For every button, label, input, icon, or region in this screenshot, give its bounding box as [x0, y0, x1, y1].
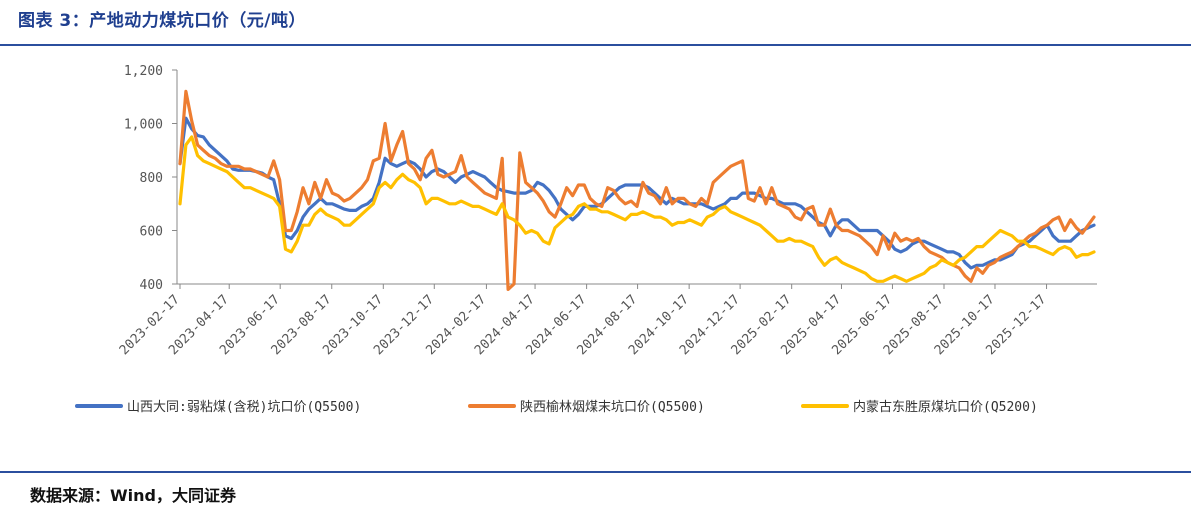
x-axis-ticks: 2023-02-172023-04-172023-06-172023-08-17…: [117, 284, 1049, 358]
line-chart: 400 600 800 1,000 1,200 2023-02-172023-04-17…: [75, 64, 1097, 415]
figure-title: 图表 3：产地动力煤坑口价（元/吨）: [18, 11, 306, 31]
legend: 山西大同:弱粘煤(含税)坑口价(Q5500) 陕西榆林烟煤末坑口价(Q5500) 内…: [75, 399, 1038, 415]
axes-group: [176, 70, 1097, 285]
y-tick-label: 400: [140, 278, 163, 293]
legend-label-1: 山西大同:弱粘煤(含税)坑口价(Q5500): [127, 399, 361, 415]
series-line-1: [178, 116, 1096, 270]
series-lines: [178, 89, 1096, 291]
y-tick-label: 800: [140, 171, 163, 186]
y-axis-ticks: 400 600 800 1,000 1,200: [124, 64, 177, 293]
source-note: 数据来源：Wind，大同证券: [30, 486, 236, 505]
bottom-divider: [0, 471, 1191, 473]
top-divider: [0, 44, 1191, 46]
series-line-2: [178, 89, 1096, 291]
series-line-3: [178, 135, 1096, 283]
legend-label-3: 内蒙古东胜原煤坑口价(Q5200): [853, 399, 1038, 415]
y-tick-label: 1,000: [124, 118, 163, 133]
y-tick-label: 600: [140, 225, 163, 240]
y-tick-label: 1,200: [124, 64, 163, 79]
legend-label-2: 陕西榆林烟煤末坑口价(Q5500): [520, 400, 705, 415]
